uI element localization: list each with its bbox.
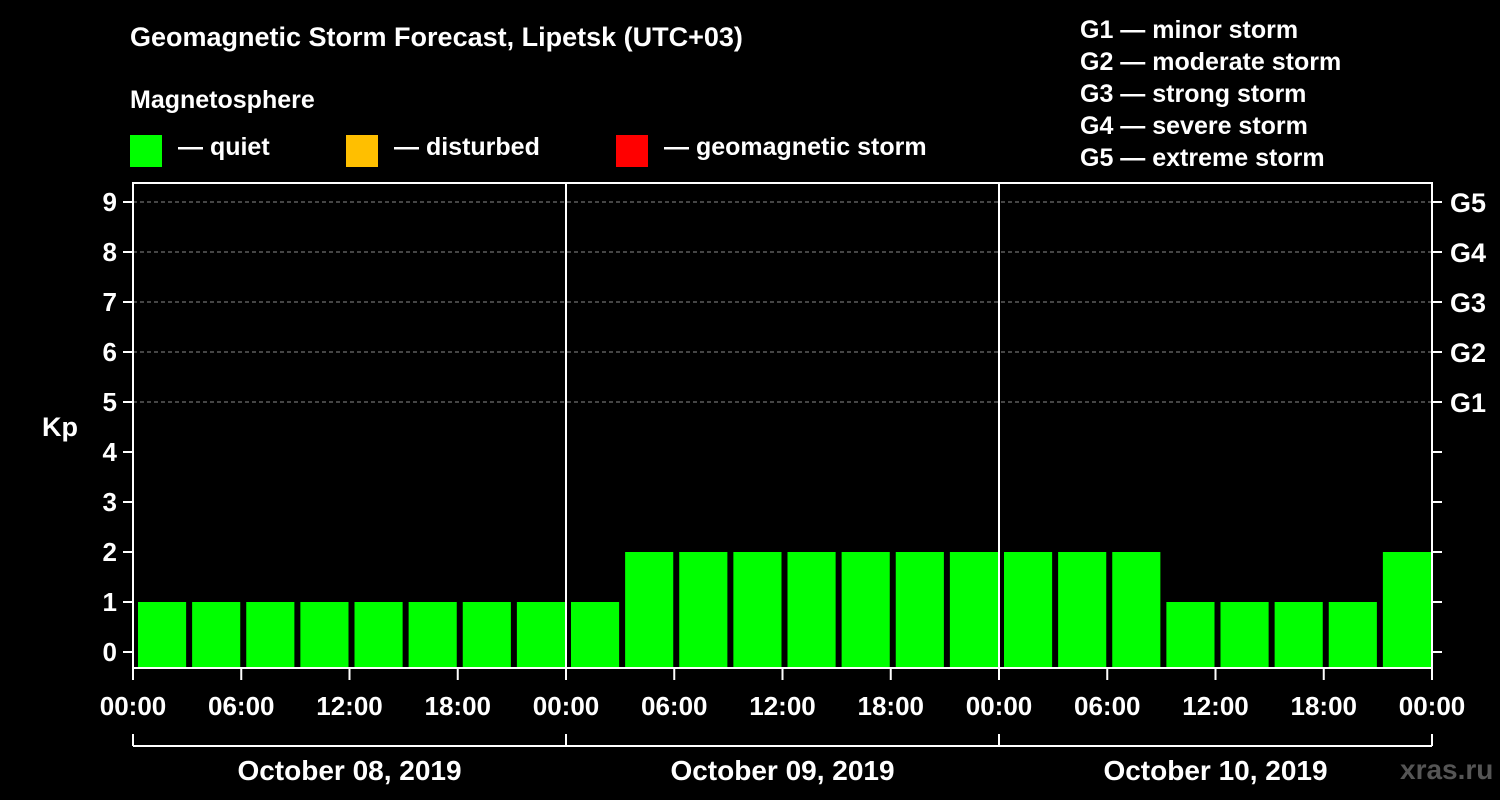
x-tick-label: 00:00 [533, 691, 600, 721]
x-tick-label: 18:00 [425, 691, 492, 721]
x-tick-label: 12:00 [1182, 691, 1249, 721]
kp-bar [516, 602, 565, 667]
quiet-swatch [130, 135, 162, 167]
g-scale-label: G1 [1450, 388, 1486, 418]
g-scale-label: G3 [1450, 288, 1486, 318]
storm-scale-g2: G2 — moderate storm [1080, 48, 1342, 76]
x-tick-label: 06:00 [208, 691, 275, 721]
storm-label: — geomagnetic storm [664, 133, 927, 161]
storm-scale-g4: G4 — severe storm [1080, 112, 1308, 140]
kp-bar [1058, 552, 1107, 667]
day-label: October 09, 2019 [670, 755, 894, 786]
y-tick-label: 1 [103, 587, 117, 617]
y-tick-label: 6 [103, 337, 117, 367]
storm-scale-g1: G1 — minor storm [1080, 16, 1299, 44]
y-tick-label: 3 [103, 487, 117, 517]
plot-frame [132, 182, 1433, 669]
kp-bar [625, 552, 674, 667]
x-tick-label: 00:00 [966, 691, 1033, 721]
kp-bar [354, 602, 403, 667]
x-tick-label: 12:00 [316, 691, 383, 721]
x-tick-label: 06:00 [1074, 691, 1141, 721]
kp-bar [1220, 602, 1269, 667]
kp-bar [246, 602, 295, 667]
disturbed-swatch [346, 135, 378, 167]
kp-bar [1166, 602, 1215, 667]
x-tick-label: 18:00 [858, 691, 925, 721]
kp-bar [1004, 552, 1053, 667]
storm-scale-g3: G3 — strong storm [1080, 80, 1307, 108]
chart-title: Geomagnetic Storm Forecast, Lipetsk (UTC… [130, 22, 743, 52]
g-scale-label: G5 [1450, 188, 1486, 218]
legend-subtitle: Magnetosphere [130, 86, 315, 114]
kp-bar [1328, 602, 1377, 667]
kp-bar [1382, 552, 1431, 667]
kp-bar [679, 552, 728, 667]
y-tick-label: 4 [103, 437, 118, 467]
y-tick-label: 8 [103, 237, 117, 267]
kp-bar [192, 602, 241, 667]
kp-bar [462, 602, 511, 667]
kp-bar [300, 602, 349, 667]
quiet-label: — quiet [178, 133, 270, 161]
watermark: xras.ru [1400, 754, 1494, 785]
x-tick-label: 18:00 [1291, 691, 1358, 721]
x-tick-label: 06:00 [641, 691, 708, 721]
y-axis-label: Kp [42, 412, 78, 442]
kp-bar [1112, 552, 1161, 667]
storm-scale-g5: G5 — extreme storm [1080, 144, 1325, 172]
kp-bar [949, 552, 998, 667]
storm-scale-list: G1 — minor storm G2 — moderate storm G3 … [1080, 14, 1341, 174]
day-label: October 10, 2019 [1103, 755, 1327, 786]
y-tick-label: 0 [103, 637, 117, 667]
kp-bar [787, 552, 836, 667]
kp-bar [1274, 602, 1323, 667]
x-tick-label: 00:00 [100, 691, 167, 721]
g-scale-label: G2 [1450, 338, 1486, 368]
kp-bar [841, 552, 890, 667]
kp-bar [408, 602, 457, 667]
kp-bar [571, 602, 620, 667]
y-tick-label: 7 [103, 287, 117, 317]
y-tick-label: 9 [103, 187, 117, 217]
g-scale-label: G4 [1450, 238, 1486, 268]
storm-swatch [616, 135, 648, 167]
kp-bar [138, 602, 187, 667]
y-tick-label: 5 [103, 387, 117, 417]
disturbed-label: — disturbed [394, 133, 540, 161]
day-label: October 08, 2019 [237, 755, 461, 786]
x-tick-label: 00:00 [1399, 691, 1466, 721]
x-tick-label: 12:00 [749, 691, 816, 721]
y-tick-label: 2 [103, 537, 117, 567]
kp-bar [733, 552, 782, 667]
kp-bar [895, 552, 944, 667]
